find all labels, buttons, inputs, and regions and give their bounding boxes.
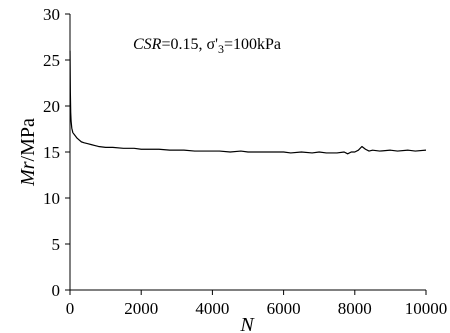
x-tick-label: 8000: [338, 299, 372, 318]
y-tick-label: 0: [52, 281, 61, 300]
y-axis-title-italic: Mr: [17, 161, 39, 187]
annotation-pressure: =100kPa: [224, 36, 281, 53]
x-axis-title: N: [239, 314, 255, 333]
series-layer: [69, 50, 427, 155]
y-tick-label: 15: [43, 143, 60, 162]
y-tick-label: 10: [43, 189, 60, 208]
series-line: [69, 50, 427, 155]
y-axis-title: Mr/MPa: [17, 118, 39, 187]
x-tick-label: 10000: [405, 299, 448, 318]
y-tick-label: 30: [43, 5, 60, 24]
x-tick-label: 2000: [124, 299, 158, 318]
y-tick-label: 5: [52, 235, 61, 254]
y-tick-label: 25: [43, 51, 60, 70]
x-tick-label: 0: [66, 299, 75, 318]
annotation-csr-symbol: CSR: [133, 36, 162, 53]
annotation-csr-value: =0.15, σ': [161, 36, 218, 53]
y-tick-label: 20: [43, 97, 60, 116]
chart-annotation: CSR=0.15, σ'3=100kPa: [133, 36, 281, 56]
y-axis-title-unit: /MPa: [17, 118, 39, 161]
x-tick-label: 6000: [267, 299, 301, 318]
x-tick-label: 4000: [195, 299, 229, 318]
y-axis: 0 5 10 15 20 25 30 Mr/MPa: [17, 5, 71, 300]
x-axis: 0 2000 4000 6000 8000 10000 N: [66, 289, 448, 333]
annotation-subscript: 3: [218, 42, 224, 56]
